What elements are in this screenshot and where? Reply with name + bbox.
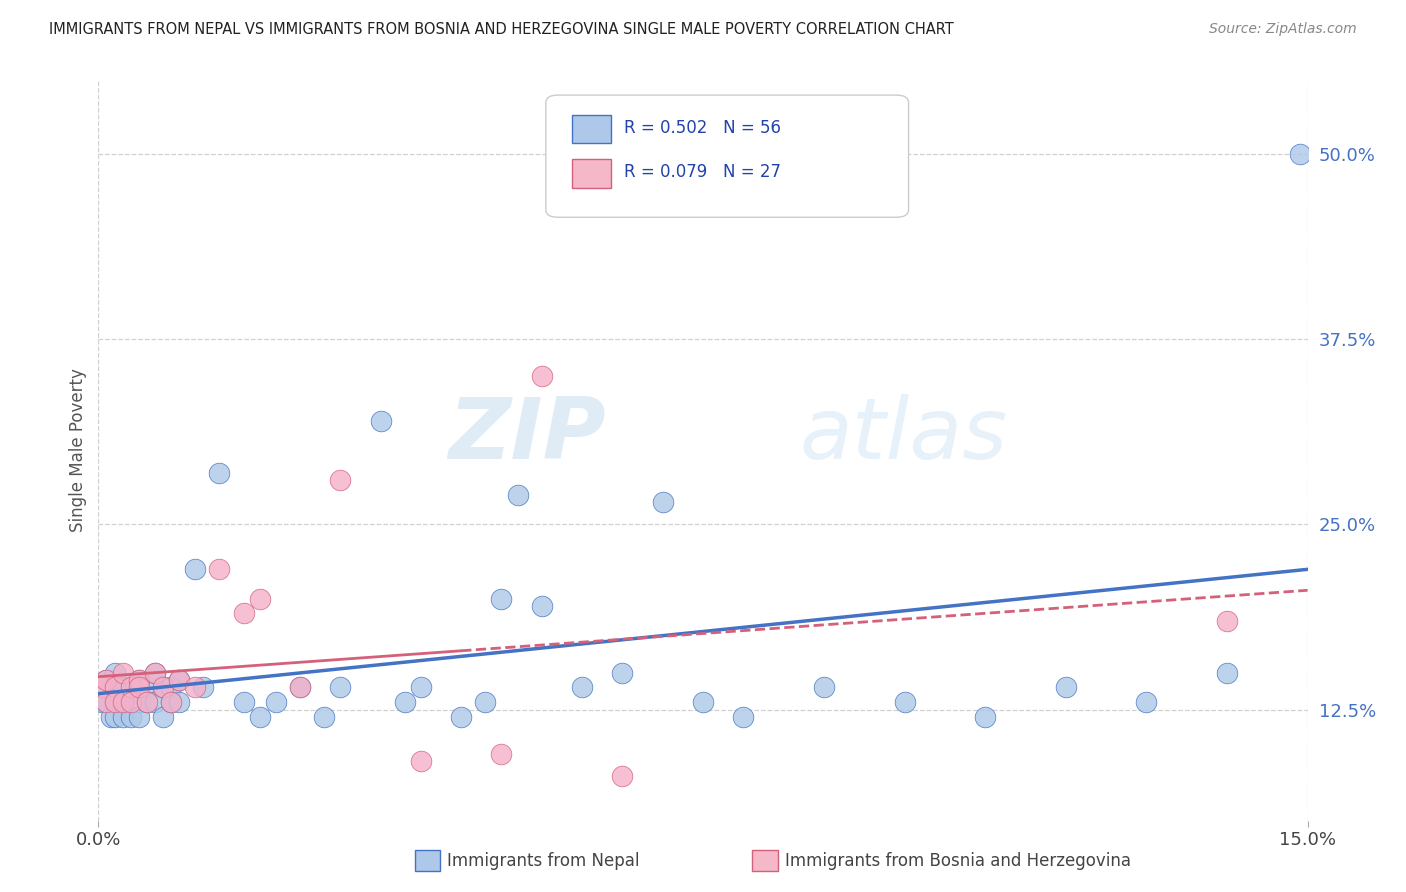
Point bbox=[474, 695, 496, 709]
FancyBboxPatch shape bbox=[572, 160, 612, 187]
Point bbox=[111, 665, 134, 680]
FancyBboxPatch shape bbox=[546, 95, 908, 218]
Point bbox=[103, 710, 125, 724]
Text: IMMIGRANTS FROM NEPAL VS IMMIGRANTS FROM BOSNIA AND HERZEGOVINA SINGLE MALE POVE: IMMIGRANTS FROM NEPAL VS IMMIGRANTS FROM… bbox=[49, 22, 953, 37]
Point bbox=[96, 673, 118, 687]
Text: Immigrants from Nepal: Immigrants from Nepal bbox=[447, 852, 640, 870]
Point bbox=[143, 695, 166, 709]
Point bbox=[249, 710, 271, 724]
Point bbox=[135, 681, 157, 695]
Point bbox=[111, 688, 134, 702]
Point bbox=[530, 599, 553, 613]
Point bbox=[288, 681, 311, 695]
Point bbox=[329, 681, 352, 695]
Text: Source: ZipAtlas.com: Source: ZipAtlas.com bbox=[1209, 22, 1357, 37]
Point bbox=[409, 681, 432, 695]
Point bbox=[893, 695, 915, 709]
Point bbox=[135, 695, 157, 709]
Point bbox=[813, 681, 835, 695]
Point bbox=[208, 562, 231, 576]
Point bbox=[96, 673, 118, 687]
Point bbox=[450, 710, 472, 724]
Point bbox=[100, 710, 122, 724]
Text: R = 0.502   N = 56: R = 0.502 N = 56 bbox=[624, 119, 782, 136]
Point bbox=[184, 681, 207, 695]
Point bbox=[232, 607, 254, 621]
Y-axis label: Single Male Poverty: Single Male Poverty bbox=[69, 368, 87, 533]
Point bbox=[208, 466, 231, 480]
Point bbox=[733, 710, 755, 724]
Point bbox=[91, 695, 114, 709]
Point bbox=[651, 495, 673, 509]
Point bbox=[612, 769, 634, 783]
Point bbox=[160, 681, 183, 695]
Point bbox=[152, 681, 174, 695]
Point bbox=[120, 695, 142, 709]
Text: atlas: atlas bbox=[800, 394, 1008, 477]
Point bbox=[103, 695, 125, 709]
Point bbox=[506, 488, 529, 502]
Point bbox=[143, 665, 166, 680]
Point bbox=[612, 665, 634, 680]
Point bbox=[288, 681, 311, 695]
Point bbox=[692, 695, 714, 709]
Text: R = 0.079   N = 27: R = 0.079 N = 27 bbox=[624, 163, 782, 181]
Point bbox=[103, 665, 125, 680]
Text: ZIP: ZIP bbox=[449, 394, 606, 477]
Point bbox=[314, 710, 336, 724]
Point bbox=[120, 681, 142, 695]
Point bbox=[184, 562, 207, 576]
Point bbox=[120, 681, 142, 695]
Point bbox=[167, 673, 190, 687]
Point bbox=[1054, 681, 1077, 695]
Point bbox=[128, 673, 150, 687]
Point bbox=[1216, 665, 1239, 680]
Text: Immigrants from Bosnia and Herzegovina: Immigrants from Bosnia and Herzegovina bbox=[785, 852, 1130, 870]
Point bbox=[370, 414, 392, 428]
Point bbox=[96, 695, 118, 709]
Point bbox=[128, 673, 150, 687]
Point bbox=[128, 681, 150, 695]
Point bbox=[120, 695, 142, 709]
Point bbox=[167, 695, 190, 709]
Point bbox=[143, 665, 166, 680]
Point bbox=[394, 695, 416, 709]
Point bbox=[103, 695, 125, 709]
Point bbox=[264, 695, 287, 709]
Point bbox=[128, 710, 150, 724]
Point bbox=[491, 747, 513, 761]
Point bbox=[103, 681, 125, 695]
Point bbox=[193, 681, 215, 695]
Point bbox=[160, 695, 183, 709]
Point bbox=[96, 695, 118, 709]
Point bbox=[91, 681, 114, 695]
Point bbox=[571, 681, 593, 695]
Point bbox=[409, 755, 432, 769]
Point bbox=[167, 673, 190, 687]
Point bbox=[160, 695, 183, 709]
Point bbox=[135, 695, 157, 709]
Point bbox=[103, 681, 125, 695]
Point bbox=[111, 695, 134, 709]
Point bbox=[530, 369, 553, 384]
Point bbox=[1288, 147, 1310, 161]
Point bbox=[111, 681, 134, 695]
Point bbox=[1135, 695, 1157, 709]
Point bbox=[249, 591, 271, 606]
Point bbox=[1216, 614, 1239, 628]
Point bbox=[120, 710, 142, 724]
Point bbox=[128, 695, 150, 709]
Point bbox=[329, 473, 352, 487]
Point bbox=[152, 681, 174, 695]
FancyBboxPatch shape bbox=[572, 115, 612, 144]
Point bbox=[111, 710, 134, 724]
Point bbox=[974, 710, 997, 724]
Point bbox=[491, 591, 513, 606]
Point bbox=[152, 710, 174, 724]
Point bbox=[232, 695, 254, 709]
